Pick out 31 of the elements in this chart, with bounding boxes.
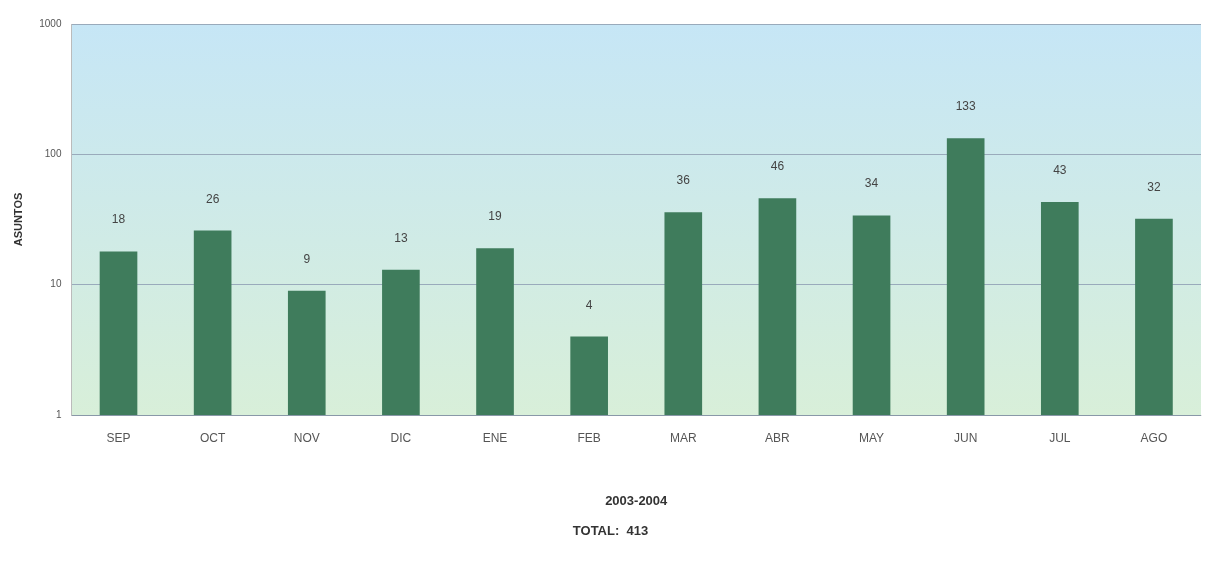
x-tick-label: JUL [1049, 430, 1071, 445]
data-label: 19 [488, 209, 503, 224]
y-tick-label: 1000 [39, 17, 62, 29]
x-axis-title: 2003-2004 [605, 492, 669, 508]
y-tick-label: 100 [44, 148, 62, 160]
x-tick-label: ABR [765, 430, 791, 445]
x-tick-label: OCT [199, 430, 226, 445]
x-tick-label: DIC [390, 430, 412, 445]
data-label: 13 [394, 230, 408, 245]
data-label: 46 [770, 159, 785, 174]
data-label: 26 [205, 191, 220, 206]
data-label: 43 [1053, 163, 1067, 178]
data-label: 32 [1147, 179, 1161, 194]
data-label: 36 [676, 173, 691, 188]
data-label: 4 [585, 297, 593, 312]
data-label: 133 [955, 99, 977, 114]
y-axis-title: ASUNTOS [11, 192, 24, 247]
y-tick-label: 1 [55, 408, 62, 420]
y-tick-label: 10 [50, 278, 62, 290]
text: TOTAL: 413 [571, 523, 650, 538]
data-label: 34 [864, 176, 879, 191]
x-tick-label: MAY [858, 430, 885, 445]
x-tick-label: FEB [577, 430, 601, 445]
x-tick-label: NOV [293, 430, 320, 445]
x-tick-label: ENE [482, 430, 508, 445]
x-tick-label: AGO [1140, 430, 1168, 445]
data-label: 9 [303, 251, 311, 266]
x-tick-label: SEP [106, 430, 131, 445]
x-tick-label: MAR [669, 430, 697, 445]
x-tick-label: JUN [954, 430, 978, 445]
data-label: 18 [111, 212, 126, 227]
